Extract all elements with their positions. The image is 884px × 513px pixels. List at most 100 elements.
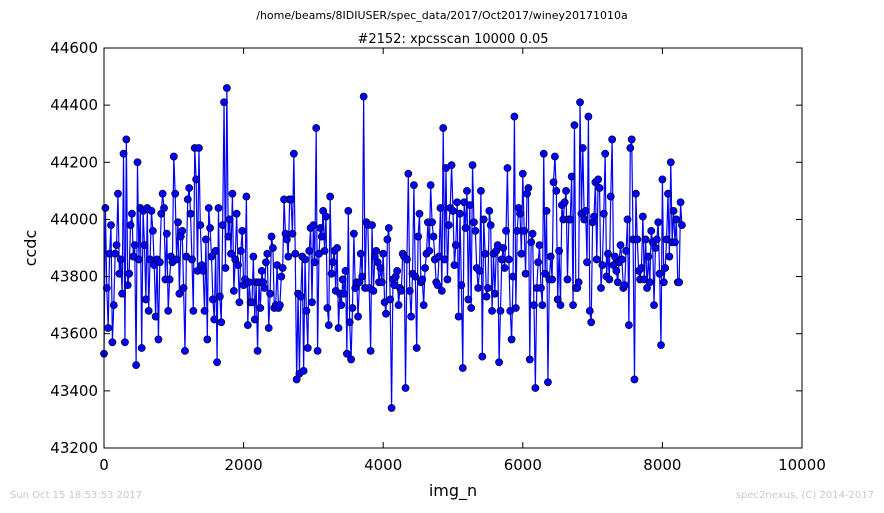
data-point	[542, 206, 551, 215]
y-tick-label: 44600	[50, 39, 98, 57]
data-point	[368, 221, 376, 230]
data-point	[433, 281, 442, 290]
data-point	[468, 161, 477, 170]
data-point	[623, 215, 632, 224]
data-point	[411, 272, 420, 281]
data-point	[410, 181, 418, 190]
data-point	[125, 269, 134, 278]
data-point	[655, 269, 664, 278]
data-point	[511, 304, 520, 312]
data-point	[613, 278, 622, 287]
data-point	[301, 255, 309, 264]
data-point	[645, 278, 654, 287]
data-point	[114, 189, 122, 198]
data-point	[633, 235, 642, 244]
data-point	[326, 192, 335, 201]
data-point	[477, 186, 485, 195]
data-point	[377, 278, 386, 287]
data-point	[141, 295, 150, 304]
data-point	[341, 266, 350, 275]
data-point	[160, 204, 168, 212]
data-point	[595, 184, 604, 192]
data-point	[222, 84, 231, 92]
data-point	[503, 164, 512, 172]
data-point	[140, 241, 149, 250]
data-point	[467, 304, 476, 312]
data-point	[324, 321, 333, 330]
data-point	[585, 306, 594, 315]
data-point	[678, 221, 686, 230]
data-point	[651, 244, 660, 252]
data-point	[401, 384, 410, 392]
data-point	[340, 289, 349, 298]
data-point	[202, 235, 210, 244]
data-point	[112, 241, 121, 250]
data-point	[612, 266, 621, 275]
data-point	[204, 204, 213, 212]
data-point	[394, 301, 403, 310]
data-point	[567, 172, 576, 181]
data-point	[278, 264, 287, 272]
chart-title: #2152: xpcsscan 10000 0.05	[357, 32, 548, 47]
data-point	[601, 149, 610, 158]
data-point	[189, 306, 198, 315]
data-point	[622, 246, 630, 255]
data-point	[122, 135, 131, 144]
data-point	[358, 272, 367, 281]
data-point	[148, 226, 157, 235]
x-tick-label: 0	[99, 456, 109, 474]
data-point	[486, 221, 495, 230]
data-point	[327, 269, 336, 278]
y-axis: 43200 43400 43600 43800 44000 44200 44400 44600	[50, 39, 802, 457]
data-point	[495, 358, 503, 367]
data-point	[236, 246, 245, 255]
data-point	[299, 366, 308, 375]
data-point	[303, 344, 312, 352]
data-point	[520, 226, 529, 235]
x-tick-label: 10000	[778, 456, 826, 474]
data-point	[312, 124, 321, 132]
x-tick-label: 6000	[504, 456, 542, 474]
data-point	[317, 232, 326, 241]
data-point	[450, 261, 459, 270]
y-tick-label: 43600	[50, 325, 98, 343]
data-point	[211, 246, 220, 255]
data-point	[308, 298, 316, 307]
data-point	[188, 255, 196, 264]
data-point	[284, 252, 293, 261]
data-point	[277, 272, 286, 281]
y-axis-label: ccdc	[21, 230, 40, 267]
data-point	[144, 306, 153, 315]
data-point	[421, 264, 429, 272]
data-point	[618, 255, 626, 264]
data-point	[229, 286, 238, 295]
data-point	[162, 229, 171, 238]
data-point	[552, 186, 561, 195]
data-point	[429, 232, 438, 241]
data-point	[133, 158, 142, 167]
data-point	[235, 298, 244, 307]
data-point	[465, 201, 474, 210]
data-point	[262, 258, 270, 267]
data-point	[334, 324, 343, 332]
y-tick-label: 43400	[50, 382, 98, 400]
data-point	[393, 266, 402, 275]
data-point	[151, 312, 160, 321]
data-point	[119, 149, 128, 158]
data-point	[412, 344, 421, 352]
data-point	[171, 189, 180, 198]
footer-timestamp: Sun Oct 15 18:53:53 2017	[10, 490, 142, 501]
data-point	[620, 281, 629, 290]
data-point	[606, 192, 615, 201]
data-point	[616, 241, 625, 250]
data-point	[178, 226, 187, 235]
data-point	[215, 292, 224, 301]
data-point	[630, 375, 639, 384]
data-point	[386, 295, 395, 304]
data-point	[510, 112, 519, 121]
data-point	[248, 298, 256, 307]
data-point	[225, 215, 234, 224]
data-point	[242, 192, 251, 201]
data-point	[221, 264, 230, 272]
